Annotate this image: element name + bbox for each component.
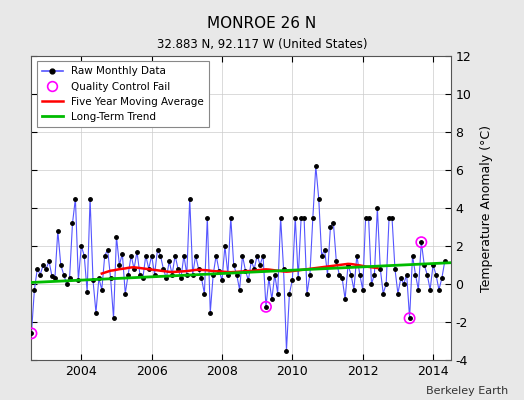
Point — [27, 330, 36, 337]
Text: Berkeley Earth: Berkeley Earth — [426, 386, 508, 396]
Y-axis label: Temperature Anomaly (°C): Temperature Anomaly (°C) — [479, 124, 493, 292]
Legend: Raw Monthly Data, Quality Control Fail, Five Year Moving Average, Long-Term Tren: Raw Monthly Data, Quality Control Fail, … — [37, 61, 209, 127]
Point — [406, 315, 414, 322]
Point — [417, 239, 425, 245]
Text: 32.883 N, 92.117 W (United States): 32.883 N, 92.117 W (United States) — [157, 38, 367, 51]
Text: MONROE 26 N: MONROE 26 N — [208, 16, 316, 31]
Point — [262, 304, 270, 310]
